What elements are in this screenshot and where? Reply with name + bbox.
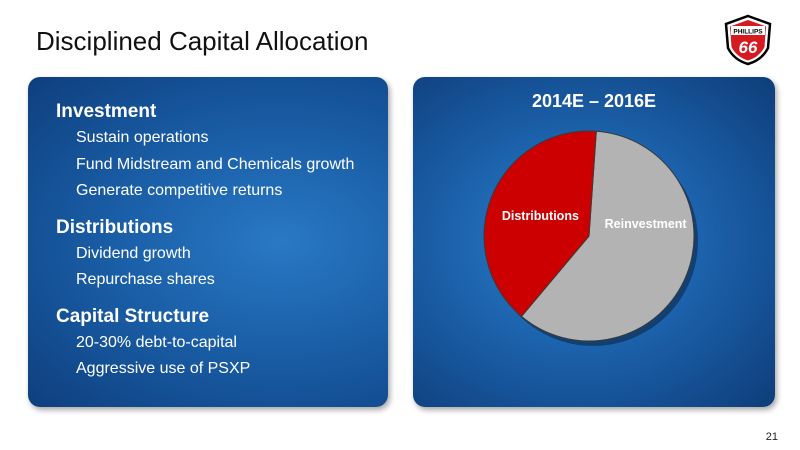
svg-text:66: 66: [739, 38, 758, 57]
strategy-sections: Investment Sustain operations Fund Midst…: [56, 99, 354, 393]
chart-panel: 2014E – 2016E Distributions Reinvestment: [413, 77, 775, 407]
phillips-66-logo: PHILLIPS 66: [724, 14, 772, 66]
svg-text:PHILLIPS: PHILLIPS: [733, 29, 763, 36]
section-heading: Distributions: [56, 216, 174, 238]
section-distributions: Distributions Dividend growth Repurchase…: [56, 215, 354, 294]
pie-slice-distributions: [483, 130, 597, 318]
pie-label-distributions: Distributions: [502, 209, 579, 223]
bullet-item: Repurchase shares: [76, 271, 215, 288]
pie-chart: Distributions Reinvestment: [483, 130, 698, 346]
slide-title: Disciplined Capital Allocation: [36, 26, 369, 56]
page-number: 21: [765, 431, 778, 443]
chart-title: 2014E – 2016E: [531, 91, 657, 111]
bullet-item: Aggressive use of PSXP: [76, 360, 251, 377]
bullet-item: 20-30% debt-to-capital: [76, 333, 237, 351]
section-heading: Investment: [56, 101, 157, 122]
section-heading: Capital Structure: [56, 305, 210, 327]
section-capital-structure: Capital Structure 20-30% debt-to-capital…: [56, 304, 354, 383]
pie-slice-reinvestment: [520, 130, 695, 342]
bullet-item: Dividend growth: [76, 244, 191, 262]
section-investment: Investment Sustain operations Fund Midst…: [56, 99, 354, 205]
strategy-panel: Investment Sustain operations Fund Midst…: [28, 77, 388, 407]
pie-label-reinvestment: Reinvestment: [605, 217, 688, 231]
bullet-item: Fund Midstream and Chemicals growth: [76, 155, 355, 173]
bullet-item: Sustain operations: [76, 129, 209, 146]
bullet-item: Generate competitive returns: [76, 182, 283, 199]
